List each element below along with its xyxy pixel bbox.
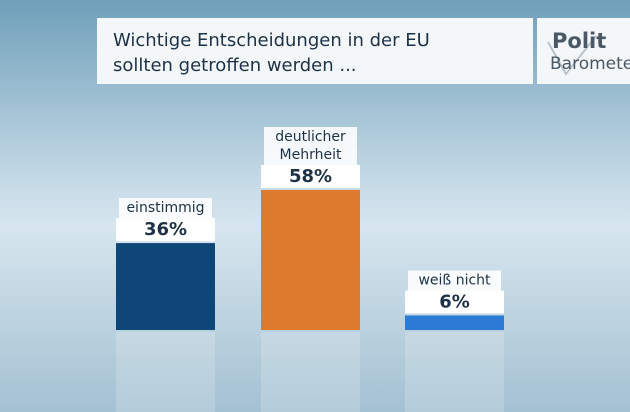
category-label-box xyxy=(119,198,212,219)
logo-text: Polit xyxy=(552,29,606,53)
value-label: 58% xyxy=(289,166,332,187)
logo-check xyxy=(547,35,597,76)
bar xyxy=(405,315,504,330)
logo-text: Barometer xyxy=(550,54,630,74)
value-label-box xyxy=(405,290,504,314)
value-label: 6% xyxy=(439,292,470,313)
category-label-box xyxy=(264,127,357,165)
value-label: 36% xyxy=(144,219,187,240)
bar xyxy=(261,190,360,330)
bar-reflection xyxy=(116,332,215,412)
bar-reflection xyxy=(405,332,504,412)
category-label: deutlicher xyxy=(275,129,346,145)
bar xyxy=(116,243,215,330)
category-label: weiß nicht xyxy=(418,273,491,289)
value-label-box xyxy=(261,165,360,188)
value-label-box xyxy=(116,218,215,242)
chart-title: sollten getroffen werden ... xyxy=(113,55,357,76)
bar-reflection xyxy=(261,332,360,412)
category-label-box xyxy=(408,270,501,291)
chart-title: Wichtige Entscheidungen in der EU xyxy=(113,30,430,51)
category-label: einstimmig xyxy=(126,200,204,216)
title-box xyxy=(97,18,533,84)
category-label: Mehrheit xyxy=(280,147,342,163)
